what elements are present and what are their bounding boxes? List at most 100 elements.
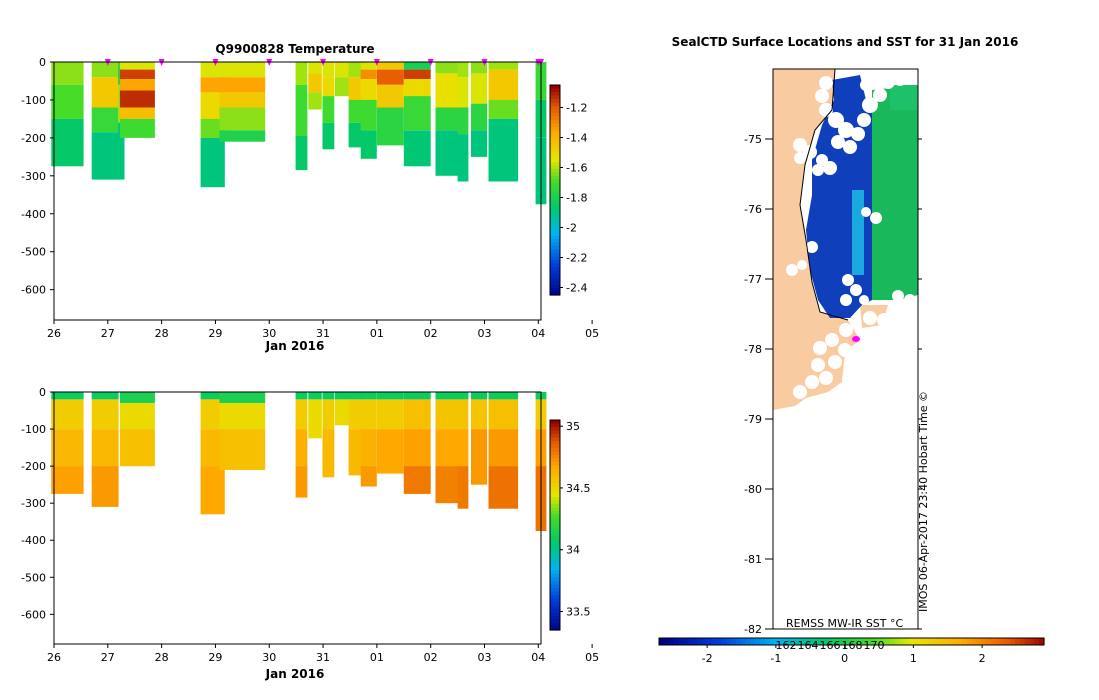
y-tick-label: -600 [21,608,46,621]
colorbar-segment [550,221,560,226]
colorbar-segment [550,253,560,258]
colorbar-segment [550,232,560,237]
sst-colorbar-segment [827,638,833,645]
y-tick-label: -100 [21,94,46,107]
colorbar-segment [550,486,560,491]
profile-cell [91,399,119,429]
colorbar-segment [550,274,560,279]
x-tick-label: 30 [262,327,276,340]
colorbar-segment [550,270,560,275]
lat-tick-label: -77 [744,273,762,286]
sst-colorbar-segment [750,638,756,645]
colorbar-segment [550,479,560,484]
colorbar-segment [550,151,560,156]
coastline [799,69,849,321]
map-panel: SealCTD Surface Locations and SST for 31… [658,35,1045,665]
salinity-axes-frame [53,391,542,645]
colorbar-segment [550,441,560,446]
colorbar-tick-label: -2.4 [566,282,587,295]
profile-cell [91,62,119,78]
colorbar-segment [550,228,560,233]
map-content [773,69,918,629]
profile-cell [348,62,363,78]
colorbar-tick-label: -1.4 [566,132,587,145]
map-title: SealCTD Surface Locations and SST for 31… [672,35,1019,49]
profile-cell [322,62,335,78]
temperature-colorbar: -1.2 -1.4 -1.6 -1.8 -2 -2.2 -2.4 [549,84,587,296]
colorbar-segment [550,211,560,216]
profile-cell [376,399,404,429]
profile-cell [403,399,431,429]
profile-cell [295,62,308,85]
sst-colorbar-segment [788,638,795,645]
colorbar-tick-label: -1.6 [566,162,587,175]
profile-cell [488,392,519,400]
sst-colorbar-segment [1029,638,1035,645]
profile-cell [403,62,431,70]
y-tick-label: 0 [39,386,46,399]
colorbar-segment [550,162,560,167]
map-lat-axis: -75 -76 -77 -78 -79 -80 -81 -82 [744,133,922,636]
profile-cell [219,130,266,142]
colorbar-segment [550,169,560,174]
colorbar-segment [550,239,560,244]
sst-colorbar-segment [1019,638,1026,645]
profile-cell [348,122,363,148]
sst-colorbar-segment [707,638,713,645]
land-area [773,69,860,410]
colorbar-segment [550,497,560,502]
profile-cell [51,399,84,429]
sst-colorbar-segment [740,638,747,645]
colorbar-segment [550,574,560,579]
profile-cell [471,62,488,74]
profile-cell [403,96,431,131]
colorbar-segment [550,602,560,607]
colorbar-segment [550,483,560,488]
profile-cell [471,73,488,104]
colorbar-segment [550,570,560,575]
sst-colorbar-segment [760,638,766,645]
y-tick-label: -600 [21,284,46,297]
colorbar-segment [550,186,560,191]
profile-cell [334,392,349,400]
sst-colorbar-segment [947,638,954,645]
profile-cell [119,90,155,108]
profile-cell [308,392,322,400]
profile-cell [91,429,119,467]
sst-colorbar-segment [803,638,809,645]
colorbar-segment [550,95,560,100]
profile-cell [457,62,469,78]
profile-cell [457,107,469,135]
colorbar-segment [550,532,560,537]
sst-colorbar-segment [986,638,992,645]
profile-cell [295,392,308,400]
sst-colorbar-segment [716,638,723,645]
colorbar-segment [550,535,560,540]
profile-cell [348,392,363,400]
profile-cell [200,62,225,78]
colorbar-segment [550,284,560,289]
profile-cell [360,62,377,70]
profile-cell [118,122,125,180]
lon-tick-label: 164 [798,639,819,652]
sst-colorbar-segment [663,638,670,645]
profile-cell [435,392,459,400]
colorbar-segment [550,549,560,554]
colorbar-tick-label: 34.5 [566,482,591,495]
salinity-panel: 26 27 28 29 30 31 01 02 03 04 05 0 -100 -200 -300 -400 -… [21,386,599,681]
sst-colorbar-segment [928,638,934,645]
profile-cell [334,62,349,78]
colorbar-segment [550,525,560,530]
profile-cell [471,103,488,131]
colorbar-segment [550,581,560,586]
profile-cell [360,99,377,131]
profile-cell [200,118,225,138]
profile-cell [91,466,119,507]
sst-colorbar-tick-label: -2 [702,652,713,665]
colorbar-segment [550,235,560,240]
imos-timestamp: IMOS 06-Apr-2017 23:40 Hobart Time © [917,391,930,612]
sst-green-region [872,85,918,300]
sst-colorbar-segment [659,638,665,645]
colorbar-segment [550,281,560,286]
sst-colorbar-segment [702,638,708,645]
